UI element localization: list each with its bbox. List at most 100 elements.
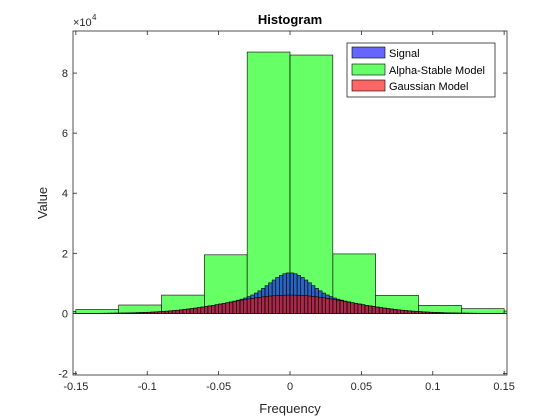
gaussian-bar (364, 305, 369, 314)
gaussian-bar (196, 307, 202, 314)
alpha-stable-bar (246, 51, 291, 314)
y-tick-label: -2 (58, 368, 68, 380)
y-exponent-power: 4 (92, 13, 97, 22)
legend-entry-alpha-stable: Alpha-Stable Model (351, 63, 485, 77)
gaussian-bar (400, 309, 405, 314)
gaussian-bar (261, 296, 266, 314)
gaussian-bar (350, 302, 355, 314)
gaussian-bar (200, 306, 205, 314)
gaussian-bar (403, 310, 409, 314)
gaussian-bar (378, 307, 384, 314)
gaussian-bar (264, 296, 269, 314)
gaussian-bar (250, 298, 255, 314)
gaussian-bar (175, 309, 180, 314)
y-exponent-base: ×10 (73, 17, 92, 29)
x-tick-label: -0.05 (206, 381, 231, 393)
y-axis-label: Value (35, 187, 50, 219)
gaussian-bar (225, 302, 230, 314)
gaussian-bar (229, 301, 234, 314)
gaussian-bar (239, 299, 244, 314)
gaussian-bar (361, 304, 366, 314)
y-exponent: ×10 4 (73, 13, 97, 29)
gaussian-bar (339, 300, 344, 314)
x-tick-label: 0.05 (351, 381, 372, 393)
gaussian-bar (207, 305, 212, 314)
gaussian-bar (318, 296, 323, 314)
gaussian-bar (268, 295, 273, 314)
gaussian-bar (407, 310, 412, 314)
gaussian-bar (439, 312, 444, 314)
gaussian-bar (271, 295, 277, 314)
gaussian-bar (257, 296, 262, 314)
gaussian-bar (286, 294, 291, 314)
gaussian-bar (386, 308, 391, 314)
y-tick-label: 6 (62, 128, 68, 140)
gaussian-bar (189, 308, 194, 314)
x-tick-label: -0.15 (63, 381, 88, 393)
gaussian-bar (186, 308, 191, 314)
gaussian-bar (129, 312, 134, 314)
legend-entry-gaussian: Gaussian Model (351, 79, 469, 93)
gaussian-bar (328, 298, 334, 314)
gaussian-bar (353, 303, 359, 314)
legend-swatch-signal (351, 46, 386, 59)
gaussian-bar (357, 303, 362, 314)
gaussian-bar (446, 312, 451, 314)
legend-swatch-gaussian (351, 79, 386, 92)
gaussian-bar (396, 309, 401, 314)
gaussian-bar (311, 296, 316, 314)
gaussian-bar (332, 299, 337, 314)
gaussian-bar (236, 300, 241, 314)
gaussian-bar (371, 306, 376, 314)
legend: Signal Alpha-Stable Model Gaussian Model (346, 42, 496, 98)
bars-layer (73, 51, 507, 314)
x-tick-label: 0.15 (493, 381, 514, 393)
legend-swatch-alpha-stable (351, 63, 386, 76)
gaussian-bar (436, 312, 441, 314)
gaussian-bar (414, 311, 419, 314)
gaussian-bar (218, 303, 223, 314)
gaussian-bar (136, 312, 141, 314)
gaussian-bar (193, 307, 198, 314)
gaussian-bar (278, 294, 284, 314)
gaussian-bar (146, 311, 152, 314)
y-tick-label: 8 (62, 68, 68, 80)
alpha-stable-bar (461, 308, 505, 314)
x-axis-label: Frequency (259, 401, 321, 416)
gaussian-bar (418, 311, 423, 314)
gaussian-bar (296, 294, 302, 314)
legend-label-signal: Signal (389, 48, 420, 60)
x-tick-label: -0.1 (138, 381, 157, 393)
gaussian-bar (421, 311, 426, 314)
gaussian-bar (243, 299, 248, 314)
gaussian-bar (336, 299, 341, 314)
gaussian-bar (346, 301, 351, 314)
gaussian-bar (182, 309, 187, 314)
alpha-stable-bar (75, 309, 119, 314)
gaussian-bar (282, 294, 287, 314)
gaussian-bar (425, 311, 430, 314)
gaussian-bar (214, 304, 219, 314)
gaussian-bar (389, 308, 394, 314)
gaussian-bar (157, 311, 162, 314)
gaussian-bar (375, 306, 380, 314)
gaussian-bar (343, 301, 348, 314)
gaussian-bar (382, 307, 387, 314)
gaussian-bar (139, 312, 144, 314)
x-tick-label: 0 (287, 381, 293, 393)
legend-label-alpha-stable: Alpha-Stable Model (389, 65, 485, 77)
gaussian-bar (307, 295, 312, 314)
gaussian-bar (321, 297, 326, 314)
y-tick-label: 4 (62, 188, 68, 200)
y-tick-label: 2 (62, 248, 68, 260)
gaussian-bar (293, 294, 298, 314)
gaussian-bar (150, 311, 155, 314)
gaussian-bar (211, 305, 216, 314)
legend-label-gaussian: Gaussian Model (389, 81, 469, 93)
gaussian-bar (325, 298, 330, 314)
gaussian-bar (164, 310, 169, 314)
gaussian-bar (204, 306, 209, 314)
gaussian-bar (154, 311, 159, 314)
gaussian-bar (232, 301, 237, 314)
